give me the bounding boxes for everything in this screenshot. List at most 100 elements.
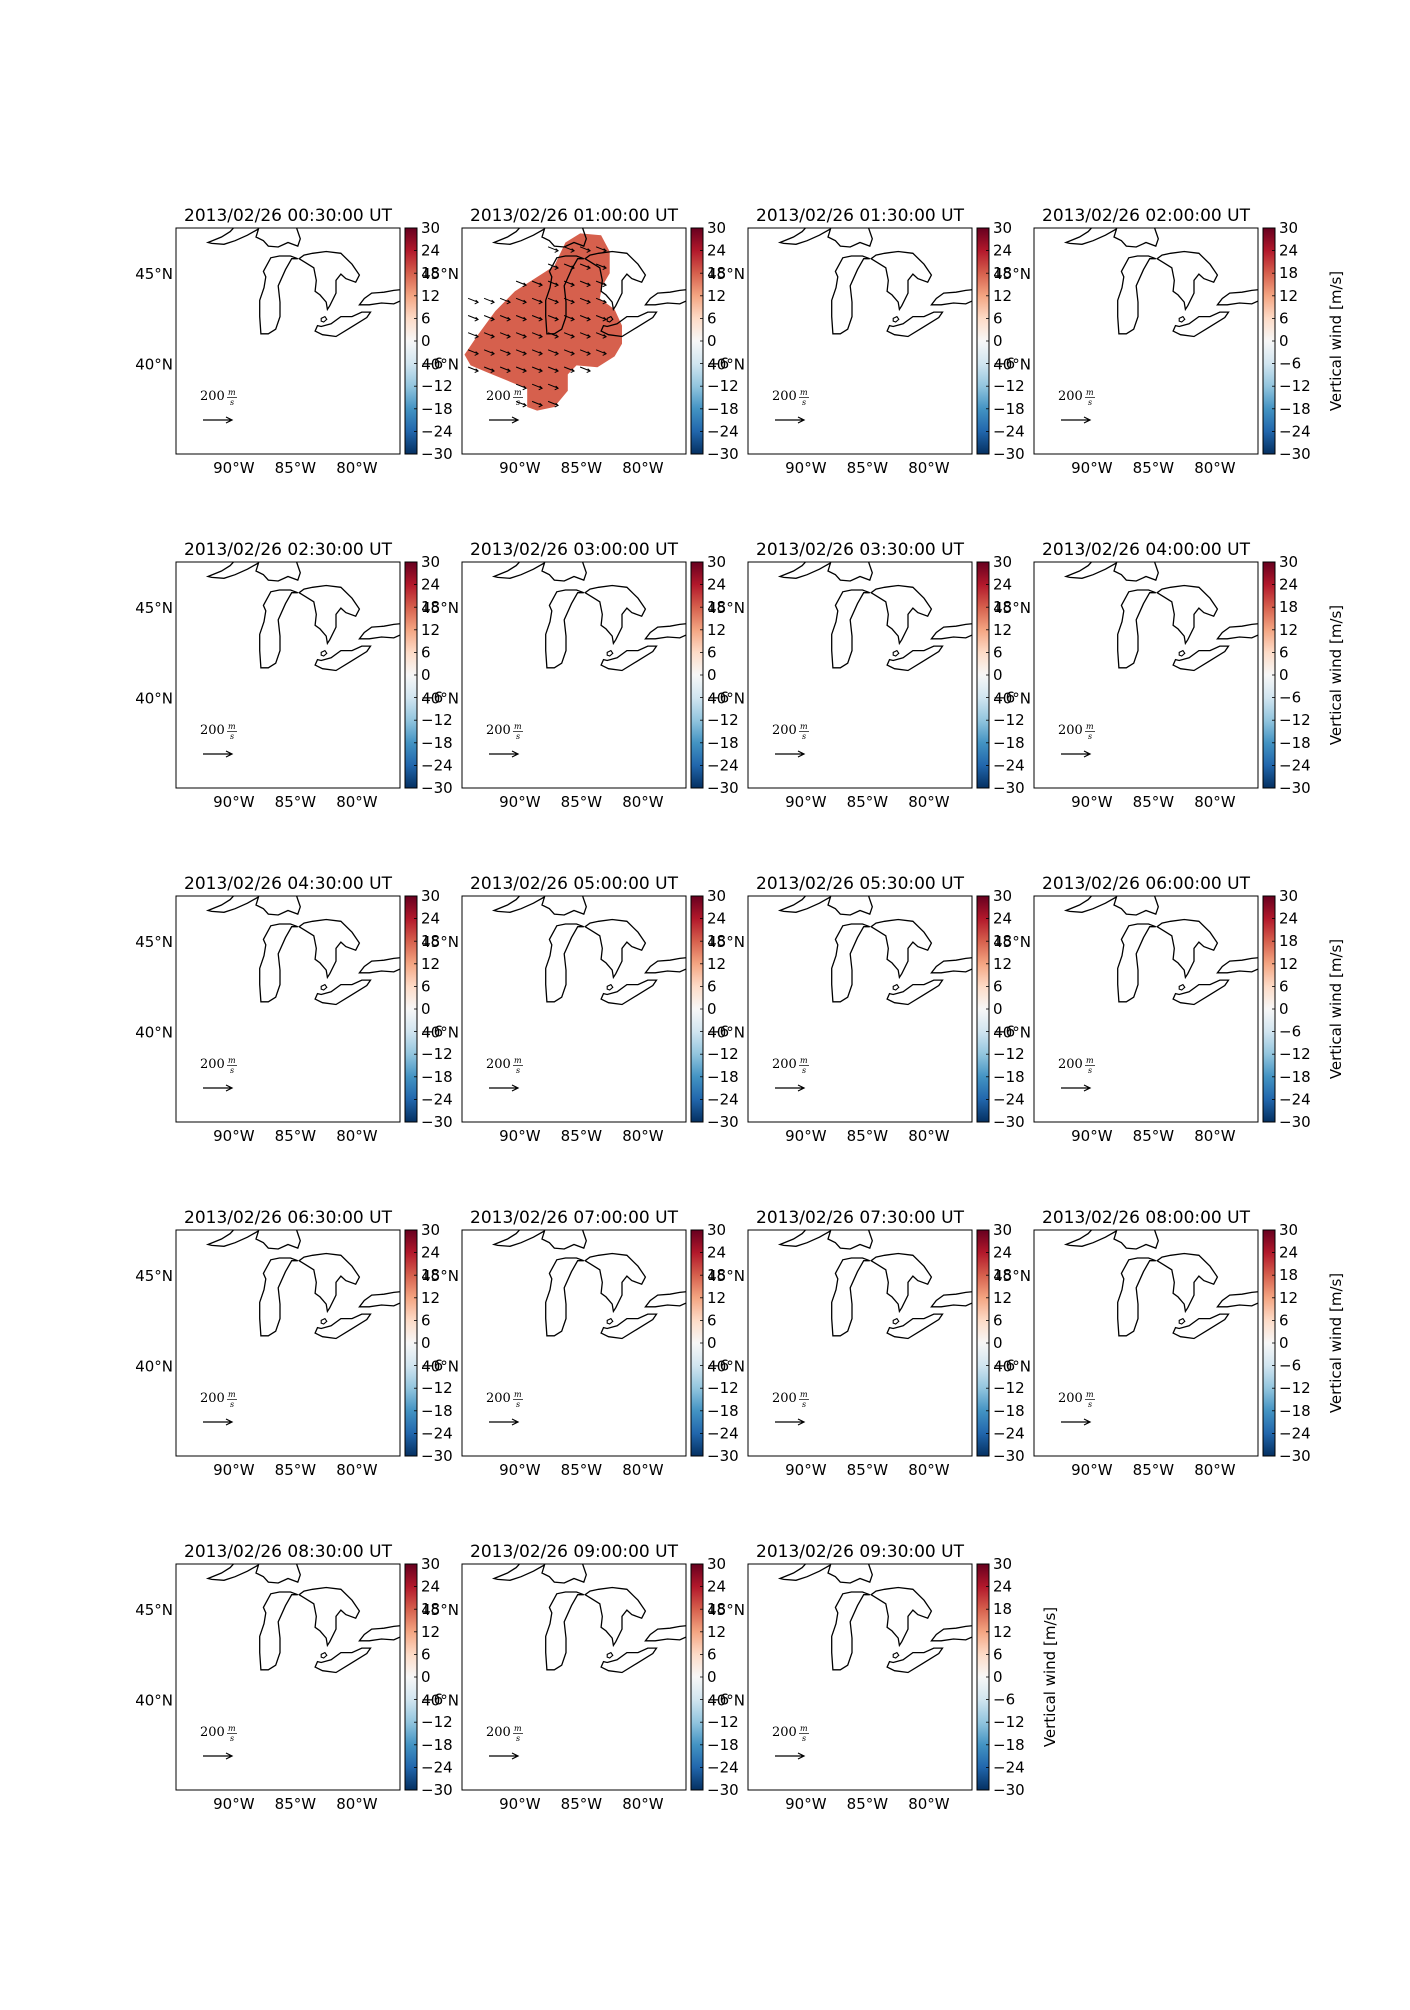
colorbar-tick-label: 0 — [707, 666, 717, 684]
colorbar-tick-label: 30 — [707, 887, 726, 905]
map-panel: 2013/02/26 08:30:00 UT 45°N 40°N 90°W 85°W 80… — [135, 1542, 453, 1813]
lon-tick-label: 80°W — [908, 1795, 950, 1813]
map-content — [1063, 896, 1258, 1006]
lat-tick-label: 40°N — [421, 1358, 459, 1376]
colorbar-tick-label: 30 — [1279, 219, 1298, 237]
lake-huron-outline — [297, 918, 361, 980]
map-content — [1063, 228, 1258, 338]
lake-ontario-outline — [644, 957, 686, 974]
lon-tick-label: 90°W — [1071, 793, 1113, 811]
lat-tick-label: 45°N — [993, 265, 1031, 283]
quiver-key-unit-num: m — [228, 722, 236, 731]
lake-huron-outline — [1155, 1252, 1219, 1314]
lake-michigan-outline — [545, 255, 585, 335]
lake-huron-outline — [869, 250, 933, 312]
lake-st-clair-outline — [892, 983, 900, 991]
colorbar-tick-label: −18 — [1279, 1068, 1311, 1086]
colorbar-tick-label: 0 — [421, 1000, 431, 1018]
colorbar-tick-label: −18 — [421, 1068, 453, 1086]
wind-vector-arrow — [547, 315, 559, 322]
colorbar-tick-label: 6 — [421, 643, 431, 661]
map-panel: 2013/02/26 04:00:00 UT 45°N 40°N 90°W 85°W 80… — [993, 540, 1345, 811]
wind-vector-arrow — [467, 332, 479, 339]
wind-vector-arrow — [483, 366, 495, 374]
lon-tick-label: 85°W — [847, 793, 889, 811]
lake-ontario-outline — [1216, 289, 1258, 306]
wind-vector-arrow — [499, 297, 511, 305]
quiver-key: 200 ms — [486, 1390, 523, 1426]
colorbar-tick-label: −30 — [993, 445, 1025, 463]
wind-vector-arrow — [563, 332, 575, 339]
panel-title: 2013/02/26 05:00:00 UT — [470, 874, 679, 894]
wind-vector-arrow — [595, 280, 607, 288]
wind-vector-arrow — [515, 280, 527, 288]
lat-tick-label: 45°N — [421, 933, 459, 951]
quiver-key-value: 200 — [1058, 389, 1083, 404]
lake-ontario-outline — [1216, 1291, 1258, 1308]
lake-michigan-outline — [259, 1591, 299, 1671]
lake-st-clair-outline — [320, 1651, 328, 1659]
colorbar-tick-label: −12 — [707, 1713, 739, 1731]
quiver-key: 200 ms — [1058, 1056, 1095, 1092]
colorbar-tick-label: −30 — [1279, 1447, 1311, 1465]
lake-michigan-outline — [831, 1257, 871, 1337]
colorbar-tick-label: 0 — [707, 1000, 717, 1018]
lake-st-clair-outline — [606, 315, 614, 323]
colorbar-tick-label: 18 — [707, 1266, 726, 1284]
quiver-key-unit-num: m — [228, 1056, 236, 1065]
colorbar-tick-label: −24 — [1279, 1424, 1311, 1442]
lake-ontario-outline — [358, 289, 400, 306]
lake-michigan-outline — [545, 1257, 585, 1337]
colorbar-tick-label: −6 — [707, 355, 729, 373]
quiver-key: 200 ms — [772, 1390, 809, 1426]
colorbar-tick-label: −30 — [993, 1447, 1025, 1465]
colorbar-tick-label: 12 — [993, 287, 1012, 305]
colorbar-tick-label: 12 — [993, 1289, 1012, 1307]
map-content — [777, 562, 972, 672]
lake-st-clair-outline — [606, 1317, 614, 1325]
lake-superior-outline — [777, 562, 873, 582]
wind-vector-arrow — [547, 366, 559, 374]
colorbar-tick-label: 12 — [993, 955, 1012, 973]
colorbar-tick-label: 6 — [993, 309, 1003, 327]
wind-vector-arrow — [579, 263, 591, 271]
colorbar-tick-label: −24 — [993, 1424, 1025, 1442]
quiver-key-value: 200 — [486, 389, 511, 404]
colorbar-tick-label: −6 — [993, 1023, 1015, 1041]
quiver-key-unit-den: s — [230, 1400, 234, 1409]
colorbar-tick-label: −30 — [421, 779, 453, 797]
lake-erie-outline — [1172, 1313, 1230, 1340]
map-panel: 2013/02/26 06:00:00 UT 45°N 40°N 90°W 85°W 80… — [993, 874, 1345, 1145]
quiver-key-unit-den: s — [802, 1734, 806, 1743]
map-panel: 2013/02/26 07:30:00 UT 45°N 40°N 90°W 85°W 80… — [707, 1208, 1025, 1479]
map-panel: 2013/02/26 00:30:00 UT 45°N 40°N 90°W 85°W 80… — [135, 206, 452, 477]
colorbar-tick-label: 12 — [707, 287, 726, 305]
wind-vector-arrow — [515, 383, 527, 391]
colorbar-tick-label: −24 — [421, 1090, 453, 1108]
colorbar-tick-label: −24 — [993, 422, 1025, 440]
colorbar-tick-label: 0 — [421, 1334, 431, 1352]
map-frame — [175, 227, 401, 455]
wind-vector-arrow — [515, 315, 527, 322]
colorbar-tick-label: 12 — [421, 955, 440, 973]
colorbar-tick-label: −6 — [421, 689, 443, 707]
lake-superior-outline — [205, 1564, 301, 1584]
map-content — [777, 228, 972, 338]
lake-huron-outline — [297, 1586, 361, 1648]
colorbar-tick-label: −24 — [707, 1758, 739, 1776]
colorbar-tick-label: −12 — [1279, 1045, 1311, 1063]
lon-tick-label: 90°W — [213, 459, 255, 477]
colorbar-tick-label: 24 — [421, 1244, 440, 1262]
lon-tick-label: 85°W — [1133, 1461, 1175, 1479]
colorbar-tick-label: 18 — [707, 932, 726, 950]
colorbar-tick-label: 24 — [993, 1578, 1012, 1596]
colorbar-tick-label: −18 — [1279, 1402, 1311, 1420]
colorbar-label: Vertical wind [m/s] — [1041, 1607, 1059, 1747]
lake-superior-outline — [491, 228, 587, 248]
map-panel: 2013/02/26 02:30:00 UT 45°N 40°N 90°W 85°W 80… — [135, 540, 453, 811]
colorbar-tick-label: 12 — [993, 1623, 1012, 1641]
lake-huron-outline — [1155, 918, 1219, 980]
colorbar-tick-label: −12 — [421, 1713, 453, 1731]
colorbar-tick-label: 18 — [1279, 598, 1298, 616]
